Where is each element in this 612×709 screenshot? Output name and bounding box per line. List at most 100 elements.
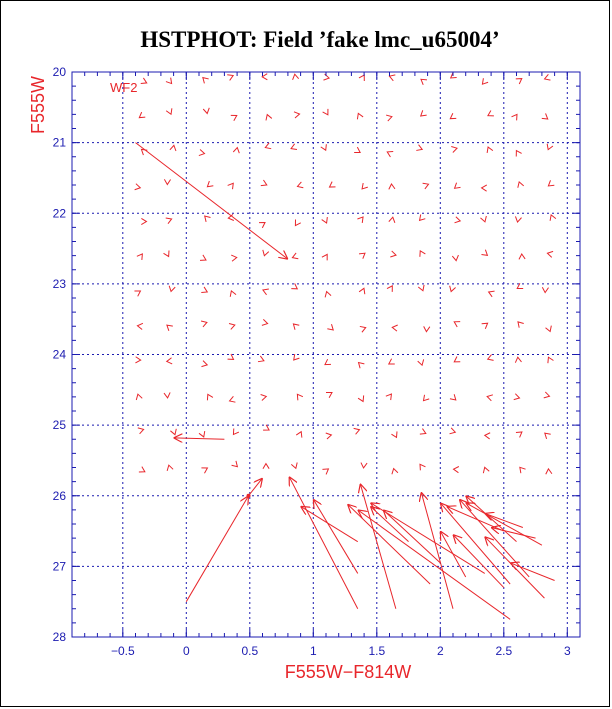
residual-glyph <box>230 114 238 121</box>
residual-glyph <box>541 113 549 120</box>
residual-glyph <box>140 148 148 156</box>
residual-glyph <box>357 216 364 223</box>
residual-glyph <box>449 285 456 293</box>
residual-vector <box>185 496 248 602</box>
residual-glyph <box>391 431 398 439</box>
x-tick-label: 0.5 <box>241 644 258 658</box>
x-axis-title: F555W−F814W <box>285 662 412 682</box>
residual-glyph <box>134 183 142 191</box>
residual-glyph <box>419 428 427 435</box>
residual-glyph <box>515 78 523 85</box>
residual-glyph <box>264 142 272 150</box>
residual-glyph <box>547 180 555 187</box>
residual-vector <box>453 535 505 588</box>
residual-vector <box>301 506 359 543</box>
residual-glyph <box>140 77 148 85</box>
residual-glyph <box>231 460 239 468</box>
residual-glyph <box>454 216 462 224</box>
residual-glyph <box>516 282 524 290</box>
residual-glyph <box>483 432 491 440</box>
residual-glyph <box>296 393 304 401</box>
residual-glyph <box>322 468 330 475</box>
residual-vector <box>313 499 359 574</box>
residual-glyph <box>320 144 327 152</box>
residual-glyph <box>487 290 495 298</box>
y-tick-label: 26 <box>53 489 67 503</box>
residual-glyph <box>200 320 208 328</box>
residual-glyph <box>265 113 273 121</box>
residual-glyph <box>163 179 171 186</box>
residual-glyph <box>519 466 526 474</box>
residual-glyph <box>168 285 176 293</box>
residual-glyph <box>419 249 426 257</box>
residual-glyph <box>138 111 146 119</box>
residual-glyph <box>354 146 361 153</box>
residual-glyph <box>416 144 424 151</box>
residual-glyph <box>545 467 553 475</box>
residual-glyph <box>262 288 269 296</box>
residual-glyph <box>388 74 396 82</box>
residual-glyph <box>481 249 489 256</box>
residual-glyph <box>231 254 238 262</box>
y-tick-label: 28 <box>53 630 67 644</box>
residual-glyph <box>420 78 428 86</box>
residual-glyph <box>292 73 300 80</box>
residual-vector <box>491 528 536 539</box>
residual-vector <box>248 478 263 497</box>
residual-glyph <box>201 467 209 474</box>
panel-label: WF2 <box>110 80 137 95</box>
residual-glyph <box>385 114 393 122</box>
residual-glyph <box>357 395 365 403</box>
residual-glyph <box>293 111 301 119</box>
residual-glyph <box>262 249 270 257</box>
residual-glyph <box>165 108 173 116</box>
x-tick-label: 3 <box>564 644 571 658</box>
residual-glyph <box>227 182 234 190</box>
residual-vector <box>440 503 511 585</box>
residual-glyph <box>486 394 494 402</box>
residual-glyph <box>546 250 554 258</box>
residual-glyph <box>165 357 173 365</box>
residual-glyph <box>163 392 171 399</box>
residual-glyph <box>227 74 235 81</box>
residual-glyph <box>290 143 298 150</box>
residual-glyph <box>481 78 489 85</box>
residual-glyph <box>391 467 399 475</box>
residual-glyph <box>449 394 457 401</box>
residual-glyph <box>324 358 331 366</box>
x-tick-label: 1 <box>310 644 317 658</box>
residual-glyph <box>257 355 265 363</box>
residual-glyph <box>480 215 487 223</box>
residual-glyph <box>419 110 427 117</box>
residual-glyph <box>385 393 393 401</box>
residual-glyph <box>541 287 549 294</box>
residual-glyph <box>547 356 554 364</box>
residual-glyph <box>295 430 303 438</box>
residual-glyph <box>517 180 525 188</box>
residual-glyph <box>549 213 557 221</box>
residual-vector <box>370 503 486 574</box>
residual-glyph <box>546 143 554 151</box>
residual-glyph <box>202 107 210 115</box>
residual-glyph <box>170 428 177 436</box>
residual-glyph <box>449 427 457 435</box>
residual-glyph <box>169 144 177 152</box>
residual-glyph <box>417 284 425 292</box>
residual-vector <box>383 510 441 564</box>
residual-vector <box>358 510 511 620</box>
residual-glyph <box>386 285 393 292</box>
residual-vector <box>174 438 225 439</box>
residual-glyph <box>201 360 209 368</box>
residual-glyph <box>291 283 299 290</box>
residual-glyph <box>294 219 301 227</box>
residual-glyph <box>359 325 367 333</box>
y-tick-label: 25 <box>53 418 67 432</box>
residual-vector <box>370 506 409 543</box>
residual-glyph <box>356 112 364 120</box>
residual-glyph <box>292 323 300 330</box>
residual-vector <box>440 531 467 578</box>
residual-glyph <box>166 324 173 331</box>
residual-glyph <box>387 358 395 365</box>
